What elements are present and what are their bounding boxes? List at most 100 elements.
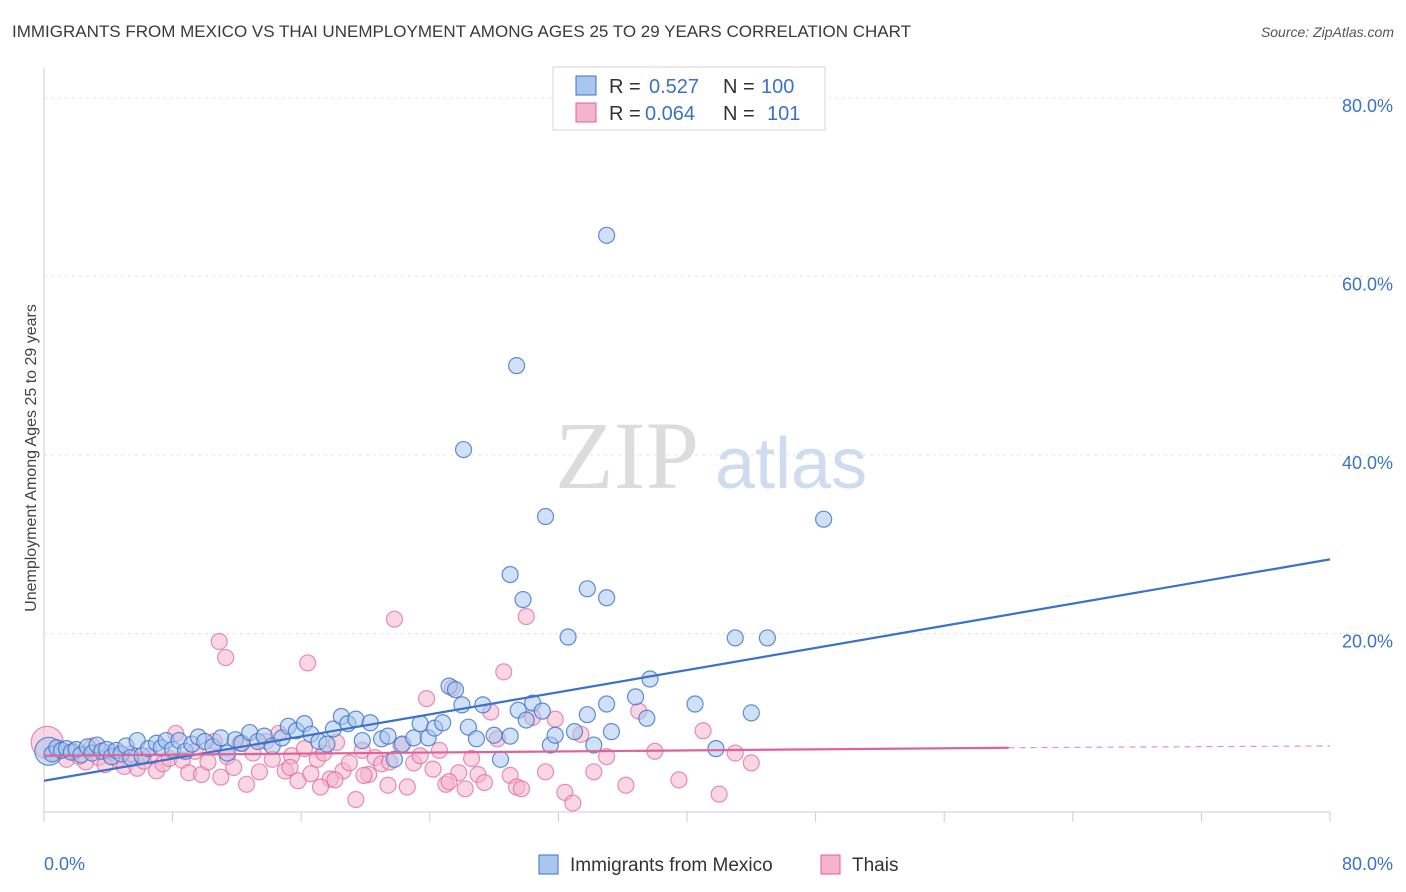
thais-point — [742, 754, 760, 772]
thais-point — [670, 771, 688, 789]
watermark-atlas: atlas — [715, 424, 867, 504]
thais-point — [210, 632, 228, 651]
mexico-point — [405, 729, 423, 747]
thais-point — [598, 748, 616, 766]
y-axis-tick-labels: 80.0% 60.0% 40.0% 20.0% — [1342, 96, 1393, 652]
mexico-point — [578, 580, 596, 598]
thais-point — [440, 773, 458, 791]
y-axis-label: Unemployment Among Ages 25 to 29 years — [23, 304, 40, 612]
mexico-point — [514, 590, 532, 609]
thais-point — [585, 763, 603, 781]
thais-point — [564, 794, 582, 812]
x-tick-label-min: 0.0% — [44, 854, 85, 874]
thais-point — [398, 778, 416, 796]
mexico-point — [641, 670, 659, 688]
mexico-points — [34, 226, 833, 768]
mexico-point — [446, 681, 465, 699]
mexico-point — [517, 711, 535, 729]
mexico-point — [318, 735, 336, 753]
mexico-point — [546, 726, 564, 744]
legend-n-value-2: 101 — [767, 103, 800, 125]
thais-point — [217, 648, 235, 667]
thais-point — [536, 763, 555, 781]
bottom-legend-swatch-thais — [820, 854, 841, 875]
y-tick-label: 40.0% — [1342, 453, 1393, 473]
thais-point — [456, 780, 474, 798]
watermark-zip: ZIP — [555, 402, 699, 509]
mexico-point — [533, 702, 551, 720]
mexico-point — [758, 629, 776, 647]
mexico-point — [726, 629, 744, 647]
mexico-point — [501, 727, 519, 745]
thais-point — [326, 771, 344, 789]
mexico-point — [536, 507, 555, 526]
mexico-point — [508, 357, 526, 375]
correlation-legend: R = 0.527 N = 100 R = 0.064 N = 101 — [552, 66, 826, 131]
thais-point — [411, 747, 429, 765]
mexico-point — [598, 226, 616, 244]
legend-swatch-mexico — [575, 75, 597, 96]
mexico-point — [454, 440, 473, 459]
thais-point — [302, 765, 320, 783]
bottom-legend-label-mexico: Immigrants from Mexico — [570, 855, 773, 876]
legend-r-label-2: R = — [609, 103, 641, 125]
thais-point — [311, 778, 330, 796]
thais-point — [379, 776, 397, 794]
legend-swatch-thais — [575, 102, 597, 123]
thais-point — [424, 760, 442, 778]
thais-point — [462, 749, 481, 768]
mexico-point — [686, 695, 704, 713]
thais-point — [355, 766, 373, 785]
source-credit: Source: ZipAtlas.com — [1260, 24, 1394, 40]
thais-point — [385, 610, 404, 628]
mexico-point — [559, 628, 577, 646]
mexico-point — [501, 565, 519, 584]
mexico-point — [598, 695, 616, 713]
bottom-legend-label-thais: Thais — [852, 855, 898, 876]
mexico-trend-line — [43, 558, 1331, 782]
mexico-point — [815, 510, 833, 528]
mexico-point — [626, 688, 645, 706]
legend-n-label-2: N = — [723, 103, 755, 125]
mexico-point — [385, 750, 404, 768]
legend-r-label-1: R = — [609, 76, 641, 98]
thais-point — [340, 754, 359, 772]
thais-point — [225, 758, 243, 776]
mexico-point — [565, 723, 584, 741]
thais-point — [710, 785, 728, 803]
thais-point — [726, 744, 744, 762]
thais-point — [347, 790, 365, 809]
mexico-point — [491, 750, 510, 768]
y-tick-label: 80.0% — [1342, 96, 1393, 116]
thais-point — [250, 763, 269, 781]
thais-point — [517, 607, 535, 626]
mexico-point — [347, 710, 365, 728]
mexico-point — [602, 723, 621, 741]
thais-point — [430, 741, 449, 760]
thais-point — [237, 775, 256, 793]
thais-point — [417, 690, 436, 708]
thais-point — [694, 722, 712, 740]
x-tick-label-max: 80.0% — [1342, 854, 1393, 874]
thais-point — [299, 654, 317, 672]
chart-title: IMMIGRANTS FROM MEXICO VS THAI UNEMPLOYM… — [12, 22, 911, 41]
legend-n-value-1: 100 — [761, 76, 794, 98]
grid-lines — [44, 97, 1393, 634]
thais-point — [475, 773, 494, 792]
thais-point — [512, 780, 531, 798]
legend-r-value-2: 0.064 — [645, 103, 695, 125]
mexico-point — [459, 718, 477, 736]
thais-point — [212, 768, 230, 786]
legend-r-value-1: 0.527 — [649, 76, 699, 98]
bottom-legend-swatch-mexico — [538, 854, 559, 875]
thais-trend-line — [43, 746, 1009, 757]
mexico-point — [707, 740, 725, 758]
mexico-point — [578, 706, 596, 724]
mexico-point — [434, 714, 452, 732]
mexico-point — [742, 704, 760, 722]
thais-points — [30, 607, 760, 812]
mexico-point — [212, 729, 230, 747]
thais-point — [289, 772, 307, 790]
mexico-point — [585, 736, 603, 754]
